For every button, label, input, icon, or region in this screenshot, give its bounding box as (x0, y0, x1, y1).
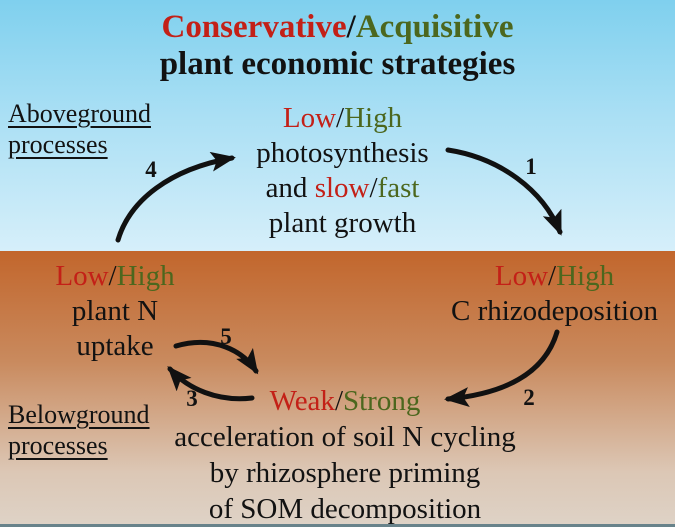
belowground-label-line1: Belowground (8, 400, 150, 429)
c-rhizodeposition-node: Low/High C rhizodeposition (427, 259, 675, 329)
rhizodeposition-low: Low (494, 260, 549, 292)
rhizodeposition-low-high-line: Low/High (427, 259, 675, 294)
aboveground-label-line2: processes (8, 130, 108, 159)
aboveground-label-line1: Aboveground (8, 99, 151, 128)
belowground-background (0, 251, 675, 527)
arrow-4-uptake-to-photosynthesis (115, 151, 236, 243)
arrow-1-number: 1 (525, 154, 537, 179)
title-line-subtitle: plant economic strategies (159, 46, 516, 82)
belowground-processes-label: Belowground processes (8, 399, 150, 461)
rhizodeposition-high: High (556, 260, 615, 292)
title-acquisitive: Acquisitive (355, 9, 514, 45)
growth-fast: fast (377, 172, 420, 204)
arrow-2-rhizodeposition-to-soil-n-cycling (444, 329, 560, 407)
photosynthesis-high: High (344, 102, 403, 134)
photosynthesis-label: photosynthesis (256, 137, 429, 169)
arrow-5-uptake-to-soil-n-cycling (173, 339, 259, 375)
som-decomposition-label: of SOM decomposition (208, 493, 482, 525)
arrow-5-number: 5 (220, 324, 232, 349)
bottom-border-strip (0, 524, 675, 527)
acceleration-label: acceleration of soil N cycling (174, 421, 516, 453)
soil-n-cycling-node: Weak/Strong acceleration of soil N cycli… (120, 383, 570, 527)
arrow-3-number: 3 (186, 386, 198, 411)
photosynthesis-slash1: / (336, 102, 345, 134)
belowground-label-line2: processes (8, 431, 108, 460)
cycling-strong: Strong (343, 385, 421, 417)
cycling-weak: Weak (269, 385, 335, 417)
photosynthesis-low: Low (282, 102, 337, 134)
aboveground-processes-label: Aboveground processes (8, 98, 151, 160)
title-slash: / (346, 9, 356, 45)
growth-and: and (265, 172, 315, 204)
cycling-slash: / (334, 385, 343, 417)
rhizodeposition-slash: / (548, 260, 557, 292)
growth-slash: / (369, 172, 378, 204)
arrow-1-photosynthesis-to-rhizodeposition (445, 147, 563, 236)
uptake-label: uptake (76, 330, 154, 362)
arrow-2-number: 2 (523, 385, 535, 410)
uptake-slash: / (108, 260, 117, 292)
plant-n-uptake-node: Low/High plant N uptake (5, 259, 225, 364)
uptake-low: Low (55, 260, 109, 292)
diagram-title: Conservative/Acquisitive plant economic … (0, 9, 675, 83)
uptake-low-high-line: Low/High (5, 259, 225, 294)
priming-label: by rhizosphere priming (209, 457, 481, 489)
weak-strong-line: Weak/Strong (120, 383, 570, 419)
plant-growth-label: plant growth (268, 207, 417, 239)
title-conservative: Conservative (161, 9, 347, 45)
aboveground-background (0, 0, 675, 251)
photosynthesis-node: Low/High photosynthesis and slow/fast pl… (170, 101, 515, 241)
uptake-high: High (116, 260, 175, 292)
arrow-4-number: 4 (145, 157, 157, 182)
plant-n-label: plant N (71, 295, 159, 327)
growth-rate-line: and slow/fast (170, 171, 515, 206)
growth-slow: slow (314, 172, 370, 204)
arrow-3-soil-n-cycling-to-uptake (167, 366, 255, 402)
title-line-strategies: Conservative/Acquisitive (0, 9, 675, 46)
c-rhizodeposition-label: C rhizodeposition (450, 295, 658, 327)
photosynthesis-low-high-line: Low/High (170, 101, 515, 136)
